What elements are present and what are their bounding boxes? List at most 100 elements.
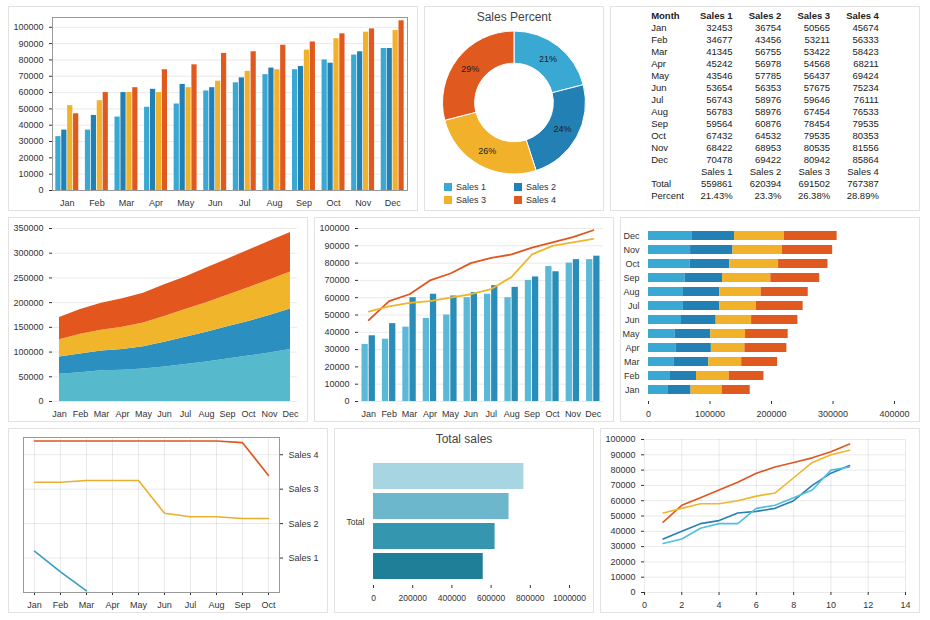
- svg-text:Apr: Apr: [423, 409, 437, 419]
- svg-text:80000: 80000: [18, 55, 43, 65]
- svg-text:70000: 70000: [324, 275, 349, 285]
- svg-text:60000: 60000: [324, 293, 349, 303]
- svg-text:Sep: Sep: [219, 409, 235, 419]
- svg-text:40000: 40000: [324, 327, 349, 337]
- svg-text:May: May: [442, 409, 460, 419]
- svg-text:Aug: Aug: [198, 409, 214, 419]
- svg-text:26%: 26%: [478, 146, 496, 156]
- svg-text:Mar: Mar: [624, 357, 640, 367]
- svg-text:200000: 200000: [13, 298, 43, 308]
- svg-text:60000: 60000: [610, 496, 635, 506]
- svg-text:May: May: [177, 198, 195, 208]
- svg-text:40000: 40000: [18, 120, 43, 130]
- svg-text:Jul: Jul: [239, 198, 251, 208]
- svg-text:150000: 150000: [13, 322, 43, 332]
- svg-text:Jun: Jun: [625, 315, 640, 325]
- svg-text:Jan: Jan: [52, 409, 67, 419]
- svg-text:6: 6: [754, 600, 759, 610]
- svg-text:Jun: Jun: [208, 198, 223, 208]
- svg-text:May: May: [622, 329, 640, 339]
- svg-text:Apr: Apr: [105, 600, 119, 610]
- svg-text:Nov: Nov: [355, 198, 372, 208]
- svg-text:Sales 1: Sales 1: [289, 553, 319, 563]
- svg-text:20000: 20000: [610, 557, 635, 567]
- svg-text:0: 0: [630, 587, 635, 597]
- svg-text:Total: Total: [347, 517, 365, 527]
- svg-text:30000: 30000: [610, 541, 635, 551]
- svg-text:0: 0: [38, 185, 43, 195]
- svg-text:10: 10: [826, 600, 836, 610]
- svg-text:Feb: Feb: [89, 198, 105, 208]
- svg-text:Mar: Mar: [119, 198, 135, 208]
- svg-text:200000: 200000: [399, 593, 428, 603]
- svg-text:400000: 400000: [879, 409, 909, 419]
- svg-text:10000: 10000: [610, 572, 635, 582]
- svg-text:Nov: Nov: [623, 245, 640, 255]
- svg-text:Sales 3: Sales 3: [289, 484, 319, 494]
- svg-text:4: 4: [717, 600, 722, 610]
- svg-text:800000: 800000: [516, 593, 545, 603]
- svg-text:May: May: [135, 409, 153, 419]
- svg-text:Dec: Dec: [585, 409, 602, 419]
- svg-text:Aug: Aug: [208, 600, 224, 610]
- svg-text:50000: 50000: [324, 310, 349, 320]
- svg-text:Jul: Jul: [185, 600, 197, 610]
- svg-text:Aug: Aug: [504, 409, 520, 419]
- svg-text:50000: 50000: [610, 511, 635, 521]
- svg-text:400000: 400000: [438, 593, 467, 603]
- svg-text:0: 0: [371, 593, 376, 603]
- svg-text:Aug: Aug: [266, 198, 282, 208]
- svg-text:Jun: Jun: [157, 409, 172, 419]
- svg-text:Dec: Dec: [385, 198, 402, 208]
- svg-text:100000: 100000: [13, 22, 43, 32]
- svg-text:10000: 10000: [18, 169, 43, 179]
- svg-text:90000: 90000: [324, 241, 349, 251]
- svg-text:80000: 80000: [324, 258, 349, 268]
- svg-text:Oct: Oct: [327, 198, 342, 208]
- svg-text:90000: 90000: [18, 38, 43, 48]
- svg-text:50000: 50000: [18, 372, 43, 382]
- svg-text:70000: 70000: [18, 71, 43, 81]
- svg-text:350000: 350000: [13, 223, 43, 233]
- svg-text:Dec: Dec: [282, 409, 299, 419]
- svg-text:30000: 30000: [18, 136, 43, 146]
- svg-text:250000: 250000: [13, 273, 43, 283]
- svg-text:21%: 21%: [539, 54, 557, 64]
- svg-text:200000: 200000: [756, 409, 786, 419]
- svg-text:Jan: Jan: [27, 600, 42, 610]
- svg-text:20000: 20000: [18, 153, 43, 163]
- svg-text:Jul: Jul: [180, 409, 192, 419]
- svg-text:Feb: Feb: [381, 409, 397, 419]
- svg-text:Oct: Oct: [625, 259, 640, 269]
- svg-text:10000: 10000: [324, 379, 349, 389]
- svg-text:Apr: Apr: [149, 198, 163, 208]
- svg-text:Sep: Sep: [296, 198, 312, 208]
- svg-text:Jun: Jun: [464, 409, 479, 419]
- svg-text:Nov: Nov: [565, 409, 582, 419]
- svg-text:Mar: Mar: [79, 600, 95, 610]
- svg-text:100000: 100000: [605, 434, 635, 444]
- svg-text:Jul: Jul: [628, 301, 640, 311]
- svg-text:100000: 100000: [319, 223, 349, 233]
- svg-text:60000: 60000: [18, 87, 43, 97]
- svg-text:Sales 2: Sales 2: [289, 518, 319, 528]
- svg-text:Oct: Oct: [241, 409, 256, 419]
- svg-text:8: 8: [791, 600, 796, 610]
- svg-text:Sep: Sep: [623, 273, 639, 283]
- svg-text:100000: 100000: [695, 409, 725, 419]
- svg-text:70000: 70000: [610, 480, 635, 490]
- svg-text:Jul: Jul: [485, 409, 497, 419]
- svg-text:0: 0: [38, 396, 43, 406]
- svg-text:90000: 90000: [610, 450, 635, 460]
- svg-text:Feb: Feb: [624, 371, 640, 381]
- svg-text:80000: 80000: [610, 465, 635, 475]
- svg-text:Oct: Oct: [261, 600, 276, 610]
- svg-text:600000: 600000: [477, 593, 506, 603]
- svg-text:Aug: Aug: [623, 287, 639, 297]
- svg-text:Apr: Apr: [115, 409, 129, 419]
- svg-text:Jan: Jan: [361, 409, 376, 419]
- svg-text:1000000: 1000000: [553, 593, 586, 603]
- svg-text:14: 14: [900, 600, 910, 610]
- svg-text:24%: 24%: [554, 124, 572, 134]
- svg-text:30000: 30000: [324, 344, 349, 354]
